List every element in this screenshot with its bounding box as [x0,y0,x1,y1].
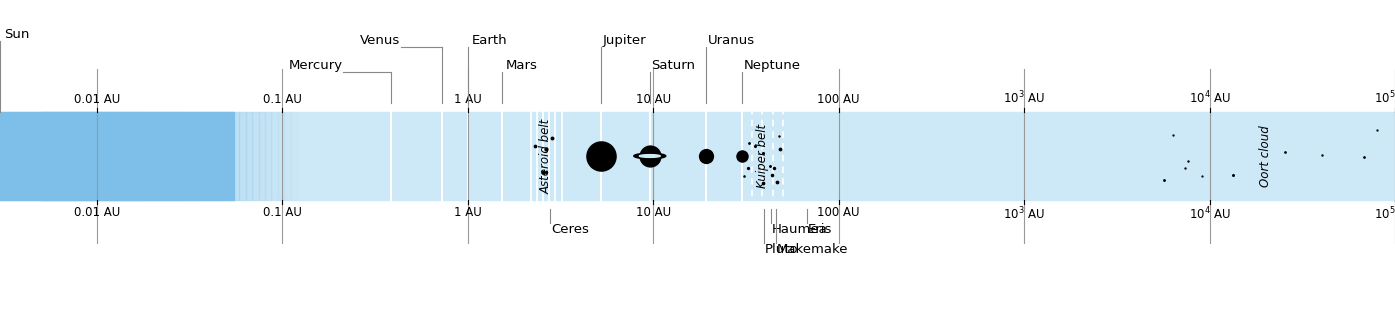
Bar [144,112,149,200]
Bar [278,112,285,200]
Text: Earth: Earth [472,34,508,47]
Bar [156,112,163,200]
Bar [124,112,131,200]
Text: Uranus: Uranus [707,34,755,47]
Text: 10$^3$ AU: 10$^3$ AU [1003,90,1045,106]
Text: 10$^5$ AU: 10$^5$ AU [1374,90,1395,106]
Text: 100 AU: 100 AU [817,93,859,106]
Bar [105,112,112,200]
Text: 10$^5$ AU: 10$^5$ AU [1374,206,1395,222]
Bar [252,112,258,200]
Bar [67,112,73,200]
Bar [290,112,297,200]
Bar [92,112,99,200]
Text: 1 AU: 1 AU [453,93,481,106]
Bar [80,112,86,200]
Bar [149,112,156,200]
Text: Neptune: Neptune [744,59,801,72]
Bar [195,112,201,200]
Bar [54,112,60,200]
Text: Sun: Sun [4,27,29,41]
Text: 1 AU: 1 AU [453,206,481,219]
Bar [213,112,220,200]
Text: Mercury: Mercury [289,59,343,72]
Text: 0.01 AU: 0.01 AU [74,206,120,219]
Bar [73,112,80,200]
Bar [227,112,233,200]
Bar [285,112,290,200]
Bar [112,112,119,200]
Bar [131,112,137,200]
Bar [265,112,272,200]
Bar [86,112,92,200]
Bar [188,112,195,200]
Text: 10$^3$ AU: 10$^3$ AU [1003,206,1045,222]
Bar [47,112,54,200]
Bar [176,112,181,200]
Text: 10$^4$ AU: 10$^4$ AU [1189,90,1230,106]
Bar [169,112,176,200]
Bar [0,112,234,200]
Bar [119,112,124,200]
Text: Ceres: Ceres [551,223,589,236]
Text: Pluto: Pluto [764,243,798,256]
Text: Haumea: Haumea [771,223,827,236]
Text: 10$^4$ AU: 10$^4$ AU [1189,206,1230,222]
Bar [40,112,47,200]
Text: Oort cloud: Oort cloud [1258,125,1272,187]
Text: 100 AU: 100 AU [817,206,859,219]
Text: Jupiter: Jupiter [603,34,646,47]
Bar [0,112,1395,200]
Text: Venus: Venus [360,34,400,47]
Bar [163,112,169,200]
Bar [137,112,144,200]
Text: 0.1 AU: 0.1 AU [262,93,301,106]
Text: 10 AU: 10 AU [636,206,671,219]
Text: Kuiper belt: Kuiper belt [756,124,769,188]
Bar [246,112,252,200]
Bar [233,112,240,200]
Text: 0.1 AU: 0.1 AU [262,206,301,219]
Text: Saturn: Saturn [651,59,695,72]
Text: Mars: Mars [506,59,537,72]
Text: Eris: Eris [808,223,833,236]
Bar [208,112,213,200]
Text: Asteroid belt: Asteroid belt [540,118,552,194]
Text: 10 AU: 10 AU [636,93,671,106]
Bar [60,112,67,200]
Bar [201,112,208,200]
Text: 0.01 AU: 0.01 AU [74,93,120,106]
Text: Makemake: Makemake [777,243,848,256]
Bar [240,112,246,200]
Bar [220,112,227,200]
Bar [181,112,188,200]
Bar [99,112,105,200]
Bar [272,112,278,200]
Bar [258,112,265,200]
